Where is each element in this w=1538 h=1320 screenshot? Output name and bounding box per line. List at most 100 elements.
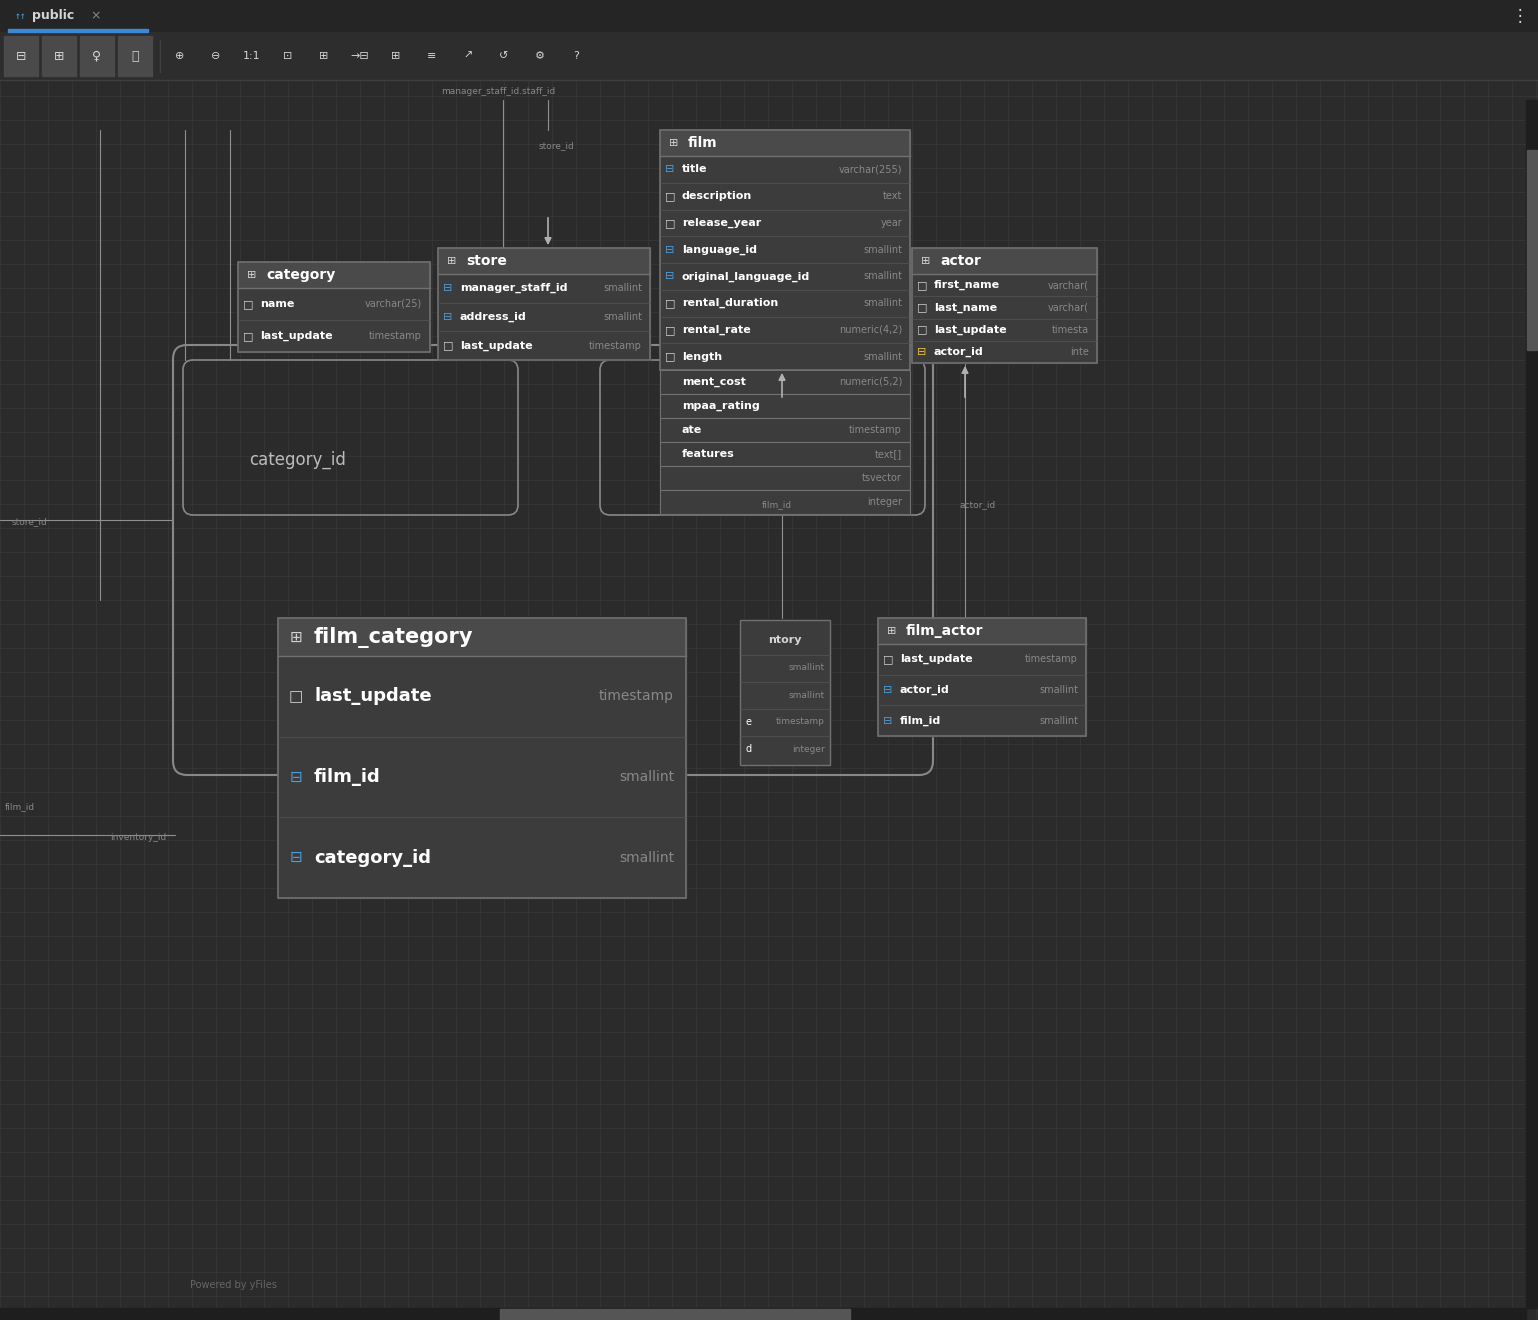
Text: smallint: smallint bbox=[618, 850, 674, 865]
Text: last_name: last_name bbox=[934, 302, 997, 313]
Text: ≡: ≡ bbox=[428, 51, 437, 61]
Bar bbox=[878, 618, 1086, 644]
Text: film_category: film_category bbox=[314, 627, 474, 648]
Text: timestamp: timestamp bbox=[849, 425, 901, 436]
Bar bbox=[660, 466, 910, 490]
Text: category_id: category_id bbox=[314, 849, 431, 867]
Text: smallint: smallint bbox=[789, 664, 824, 672]
Text: actor_id: actor_id bbox=[934, 347, 984, 356]
Text: ↺: ↺ bbox=[500, 51, 509, 61]
Text: ⊞: ⊞ bbox=[887, 626, 897, 636]
Text: film_id: film_id bbox=[761, 500, 792, 510]
Text: □: □ bbox=[883, 655, 894, 664]
Text: smallint: smallint bbox=[789, 690, 824, 700]
Text: □: □ bbox=[664, 325, 675, 335]
Text: integer: integer bbox=[867, 498, 901, 507]
Text: category: category bbox=[266, 268, 335, 282]
Text: ⊟: ⊟ bbox=[883, 715, 892, 726]
Text: ⊞: ⊞ bbox=[921, 256, 930, 267]
Text: ⊟: ⊟ bbox=[666, 165, 675, 174]
Bar bbox=[660, 129, 910, 156]
Text: rental_duration: rental_duration bbox=[681, 298, 778, 309]
Text: ⊞: ⊞ bbox=[320, 51, 329, 61]
Bar bbox=[278, 618, 686, 898]
Bar bbox=[660, 442, 910, 466]
Text: store: store bbox=[466, 253, 508, 268]
Text: rental_rate: rental_rate bbox=[681, 325, 751, 335]
Text: first_name: first_name bbox=[934, 280, 1000, 290]
Text: last_update: last_update bbox=[934, 325, 1007, 335]
Text: mpaa_rating: mpaa_rating bbox=[681, 401, 760, 411]
Bar bbox=[660, 490, 910, 513]
Text: ⊞: ⊞ bbox=[448, 256, 457, 267]
Text: □: □ bbox=[917, 302, 927, 313]
Text: public: public bbox=[32, 9, 74, 22]
Text: varchar(: varchar( bbox=[1047, 280, 1089, 290]
Text: timestamp: timestamp bbox=[598, 689, 674, 704]
Text: →⊟: →⊟ bbox=[351, 51, 369, 61]
Text: smallint: smallint bbox=[863, 244, 901, 255]
Text: title: title bbox=[681, 165, 707, 174]
Bar bbox=[878, 618, 1086, 737]
Bar bbox=[5, 36, 38, 77]
Bar bbox=[0, 1308, 1526, 1320]
Text: name: name bbox=[260, 300, 294, 309]
Bar bbox=[660, 490, 910, 513]
Text: □: □ bbox=[243, 331, 254, 341]
Text: timestamp: timestamp bbox=[369, 331, 421, 341]
Text: language_id: language_id bbox=[681, 244, 757, 255]
Text: actor: actor bbox=[940, 253, 981, 268]
Text: smallint: smallint bbox=[1040, 715, 1078, 726]
Bar bbox=[8, 29, 148, 32]
Text: ⊡: ⊡ bbox=[283, 51, 292, 61]
Bar bbox=[660, 418, 910, 442]
Bar bbox=[1527, 150, 1536, 350]
Text: 1:1: 1:1 bbox=[243, 51, 261, 61]
Text: ⊟: ⊟ bbox=[883, 685, 892, 696]
Bar bbox=[912, 248, 1097, 363]
Bar bbox=[238, 261, 431, 352]
Text: features: features bbox=[681, 449, 735, 459]
Text: length: length bbox=[681, 351, 723, 362]
Bar bbox=[660, 129, 910, 370]
Bar bbox=[660, 393, 910, 418]
Text: ⊞: ⊞ bbox=[669, 139, 678, 148]
Text: ate: ate bbox=[681, 425, 703, 436]
Text: film_id: film_id bbox=[900, 715, 941, 726]
Text: ⊟: ⊟ bbox=[917, 347, 927, 356]
Text: smallint: smallint bbox=[603, 284, 641, 293]
Bar bbox=[278, 618, 686, 656]
Text: □: □ bbox=[664, 218, 675, 228]
Bar bbox=[118, 36, 152, 77]
Bar bbox=[878, 618, 1086, 737]
Bar bbox=[500, 1309, 851, 1319]
Text: ⊞: ⊞ bbox=[391, 51, 401, 61]
Text: smallint: smallint bbox=[863, 351, 901, 362]
Text: address_id: address_id bbox=[460, 312, 526, 322]
Text: □: □ bbox=[917, 280, 927, 290]
Text: ×: × bbox=[91, 9, 100, 22]
Text: timestamp: timestamp bbox=[589, 341, 641, 351]
Text: varchar(255): varchar(255) bbox=[838, 165, 901, 174]
Text: inte: inte bbox=[1070, 347, 1089, 356]
Text: film_id: film_id bbox=[5, 803, 35, 812]
Text: ntory: ntory bbox=[769, 635, 801, 645]
Text: text: text bbox=[883, 191, 901, 201]
Text: timestamp: timestamp bbox=[777, 718, 824, 726]
Text: smallint: smallint bbox=[618, 770, 674, 784]
Bar bbox=[660, 370, 910, 393]
Text: ?: ? bbox=[574, 51, 578, 61]
Text: ⊟: ⊟ bbox=[666, 272, 675, 281]
Text: actor_id: actor_id bbox=[900, 685, 950, 696]
Bar bbox=[438, 248, 651, 360]
Text: □: □ bbox=[243, 300, 254, 309]
Text: film_actor: film_actor bbox=[906, 624, 983, 638]
Bar bbox=[0, 32, 1538, 81]
Text: ⊕: ⊕ bbox=[175, 51, 185, 61]
Text: ↑↑: ↑↑ bbox=[15, 11, 26, 21]
Text: numeric(4,2): numeric(4,2) bbox=[838, 325, 901, 335]
Text: smallint: smallint bbox=[863, 272, 901, 281]
Text: ⊞: ⊞ bbox=[289, 630, 303, 644]
Text: smallint: smallint bbox=[603, 312, 641, 322]
Text: ⋮: ⋮ bbox=[1512, 7, 1529, 25]
